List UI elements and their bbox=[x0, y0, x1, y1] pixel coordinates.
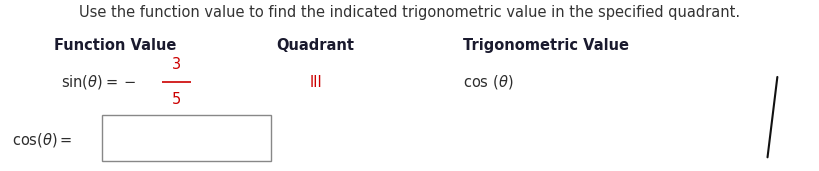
Text: $\cos(\theta) =$: $\cos(\theta) =$ bbox=[12, 131, 73, 149]
Text: Trigonometric Value: Trigonometric Value bbox=[463, 38, 628, 53]
Text: 3: 3 bbox=[171, 57, 181, 73]
Text: 5: 5 bbox=[171, 92, 181, 107]
Bar bbox=[102, 115, 270, 161]
Text: $\sin(\theta) = -$: $\sin(\theta) = -$ bbox=[61, 73, 136, 91]
Text: Function Value: Function Value bbox=[53, 38, 176, 53]
Text: Quadrant: Quadrant bbox=[276, 38, 355, 53]
Text: III: III bbox=[309, 75, 322, 90]
Text: Use the function value to find the indicated trigonometric value in the specifie: Use the function value to find the indic… bbox=[79, 5, 740, 20]
Text: $\cos\,(\theta)$: $\cos\,(\theta)$ bbox=[463, 73, 513, 91]
